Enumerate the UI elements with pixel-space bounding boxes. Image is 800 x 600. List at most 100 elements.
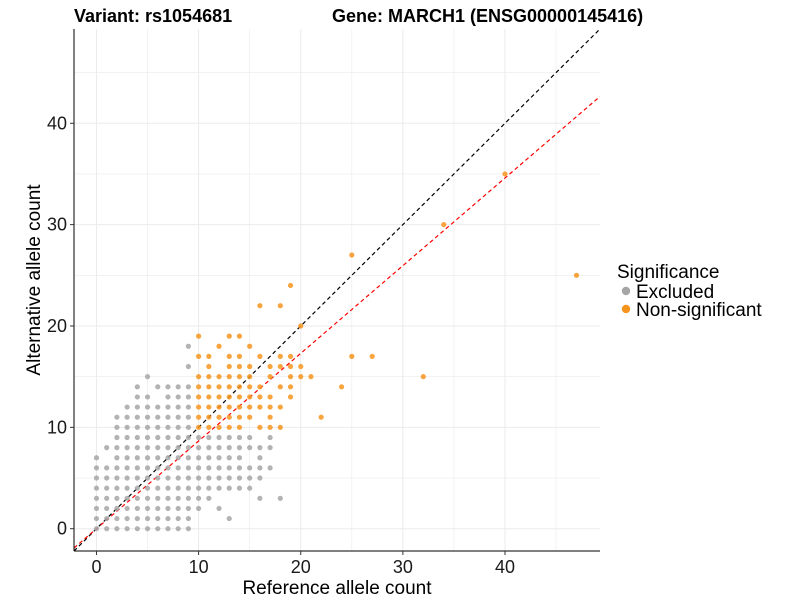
point-excluded — [216, 465, 222, 471]
chart-title-variant: Variant: rs1054681 — [74, 6, 232, 26]
point-excluded — [236, 445, 243, 451]
point-non-significant — [216, 414, 222, 420]
point-non-significant — [236, 424, 243, 430]
y-tick-label: 20 — [47, 316, 67, 336]
point-excluded — [134, 485, 140, 491]
point-excluded — [124, 455, 130, 461]
point-excluded — [93, 515, 100, 522]
point-excluded — [134, 526, 140, 532]
point-excluded — [114, 434, 120, 441]
point-non-significant — [287, 374, 294, 380]
point-excluded — [175, 526, 181, 532]
point-excluded — [114, 515, 120, 522]
point-non-significant — [206, 404, 212, 410]
x-tick-label: 20 — [291, 557, 311, 577]
x-tick-label: 30 — [393, 557, 413, 577]
point-excluded — [124, 434, 130, 441]
y-axis-title: Alternative allele count — [24, 184, 45, 376]
point-non-significant — [257, 384, 263, 390]
point-excluded — [134, 384, 140, 390]
point-excluded — [114, 414, 120, 420]
point-excluded — [104, 505, 110, 512]
point-non-significant — [277, 424, 283, 430]
point-excluded — [93, 465, 100, 471]
point-excluded — [185, 414, 191, 420]
point-non-significant — [257, 424, 263, 430]
point-excluded — [144, 515, 151, 522]
point-excluded — [165, 526, 171, 532]
point-excluded — [175, 434, 181, 441]
legend-title: Significance — [617, 262, 719, 283]
point-excluded — [155, 455, 161, 461]
point-excluded — [175, 394, 181, 400]
point-excluded — [236, 475, 243, 481]
point-excluded — [257, 445, 263, 451]
point-excluded — [144, 526, 151, 532]
point-excluded — [93, 526, 100, 532]
point-excluded — [93, 455, 100, 461]
point-excluded — [165, 455, 171, 461]
point-non-significant — [257, 404, 263, 410]
legend-label-non-significant: Non-significant — [636, 300, 762, 321]
point-excluded — [114, 455, 120, 461]
legend-swatch-excluded — [621, 286, 631, 296]
point-excluded — [124, 485, 130, 491]
point-excluded — [104, 445, 110, 451]
point-non-significant — [226, 363, 232, 370]
point-excluded — [155, 485, 161, 491]
point-non-significant — [226, 353, 232, 359]
point-excluded — [114, 526, 120, 532]
point-excluded — [144, 505, 151, 512]
point-excluded — [165, 384, 171, 390]
point-excluded — [206, 485, 212, 491]
point-non-significant — [236, 404, 243, 410]
point-excluded — [144, 404, 151, 410]
point-excluded — [144, 485, 151, 491]
point-non-significant — [247, 404, 253, 410]
point-excluded — [216, 445, 222, 451]
point-non-significant — [318, 414, 324, 420]
point-non-significant — [216, 384, 222, 390]
point-non-significant — [247, 394, 253, 400]
point-excluded — [226, 445, 232, 451]
reference-lines — [74, 29, 600, 551]
point-excluded — [124, 515, 130, 522]
point-excluded — [155, 495, 161, 501]
point-non-significant — [573, 272, 580, 278]
point-non-significant — [277, 363, 283, 370]
point-excluded — [277, 495, 283, 501]
point-excluded — [144, 465, 151, 471]
x-axis-title: Reference allele count — [242, 578, 432, 599]
point-non-significant — [267, 374, 273, 380]
point-excluded — [124, 465, 130, 471]
point-excluded — [247, 434, 253, 441]
point-excluded — [93, 505, 100, 512]
point-excluded — [185, 455, 191, 461]
point-excluded — [267, 465, 273, 471]
point-non-significant — [226, 414, 232, 420]
x-tick-label: 10 — [189, 557, 209, 577]
point-excluded — [185, 515, 191, 522]
point-excluded — [114, 475, 120, 481]
point-non-significant — [277, 353, 283, 359]
point-excluded — [155, 505, 161, 512]
point-excluded — [134, 394, 140, 400]
point-excluded — [104, 485, 110, 491]
point-excluded — [185, 424, 191, 430]
point-excluded — [206, 434, 212, 441]
point-non-significant — [206, 353, 212, 359]
point-non-significant — [257, 353, 263, 359]
point-non-significant — [257, 394, 263, 400]
point-excluded — [216, 434, 222, 441]
point-excluded — [165, 495, 171, 501]
point-excluded — [185, 465, 191, 471]
point-excluded — [175, 404, 181, 410]
point-excluded — [267, 434, 273, 441]
point-non-significant — [196, 384, 202, 390]
point-excluded — [124, 526, 130, 532]
point-excluded — [134, 495, 140, 501]
point-non-significant — [236, 394, 243, 400]
point-excluded — [144, 414, 151, 420]
point-non-significant — [349, 353, 355, 359]
point-excluded — [155, 384, 161, 390]
